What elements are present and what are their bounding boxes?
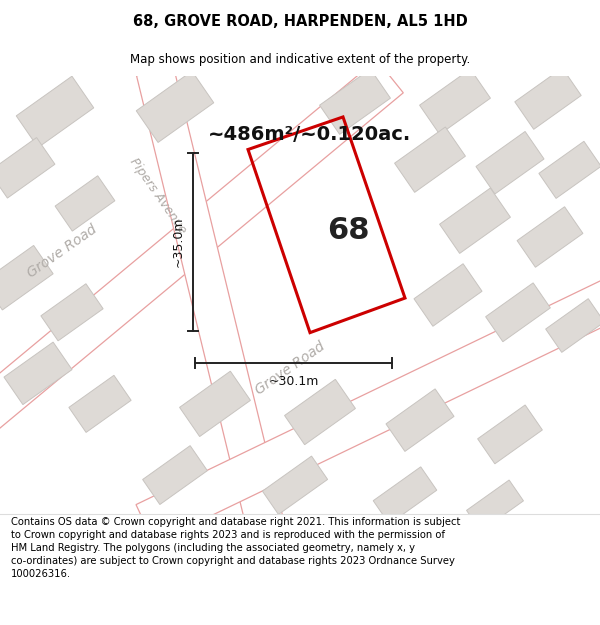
Text: 68, GROVE ROAD, HARPENDEN, AL5 1HD: 68, GROVE ROAD, HARPENDEN, AL5 1HD [133, 14, 467, 29]
Polygon shape [539, 141, 600, 198]
Polygon shape [476, 131, 544, 194]
Text: ~30.1m: ~30.1m [268, 376, 319, 388]
Polygon shape [320, 69, 391, 134]
Polygon shape [41, 284, 103, 341]
Text: Grove Road: Grove Road [253, 339, 328, 398]
Polygon shape [137, 66, 283, 529]
Polygon shape [179, 371, 250, 436]
Polygon shape [0, 60, 403, 434]
Polygon shape [136, 276, 600, 543]
Polygon shape [515, 68, 581, 129]
Polygon shape [386, 389, 454, 451]
Polygon shape [4, 342, 72, 404]
Polygon shape [284, 379, 355, 444]
Polygon shape [0, 138, 55, 198]
Polygon shape [485, 283, 550, 342]
Text: Grove Road: Grove Road [25, 222, 100, 281]
Polygon shape [136, 71, 214, 142]
Text: 68: 68 [327, 216, 369, 246]
Polygon shape [55, 176, 115, 231]
Polygon shape [517, 207, 583, 268]
Polygon shape [395, 127, 466, 192]
Text: Pipers Avenue: Pipers Avenue [127, 156, 189, 237]
Polygon shape [478, 405, 542, 464]
Polygon shape [545, 299, 600, 352]
Polygon shape [419, 69, 490, 134]
Text: Contains OS data © Crown copyright and database right 2021. This information is : Contains OS data © Crown copyright and d… [11, 516, 460, 579]
Text: ~486m²/~0.120ac.: ~486m²/~0.120ac. [208, 125, 412, 144]
Text: Map shows position and indicative extent of the property.: Map shows position and indicative extent… [130, 53, 470, 66]
Polygon shape [143, 446, 208, 504]
Polygon shape [0, 246, 53, 310]
Polygon shape [440, 188, 511, 253]
Polygon shape [373, 467, 437, 524]
Polygon shape [262, 456, 328, 514]
Polygon shape [414, 264, 482, 326]
Polygon shape [467, 480, 523, 531]
Polygon shape [16, 76, 94, 148]
Polygon shape [69, 376, 131, 432]
Text: ~35.0m: ~35.0m [172, 216, 185, 267]
